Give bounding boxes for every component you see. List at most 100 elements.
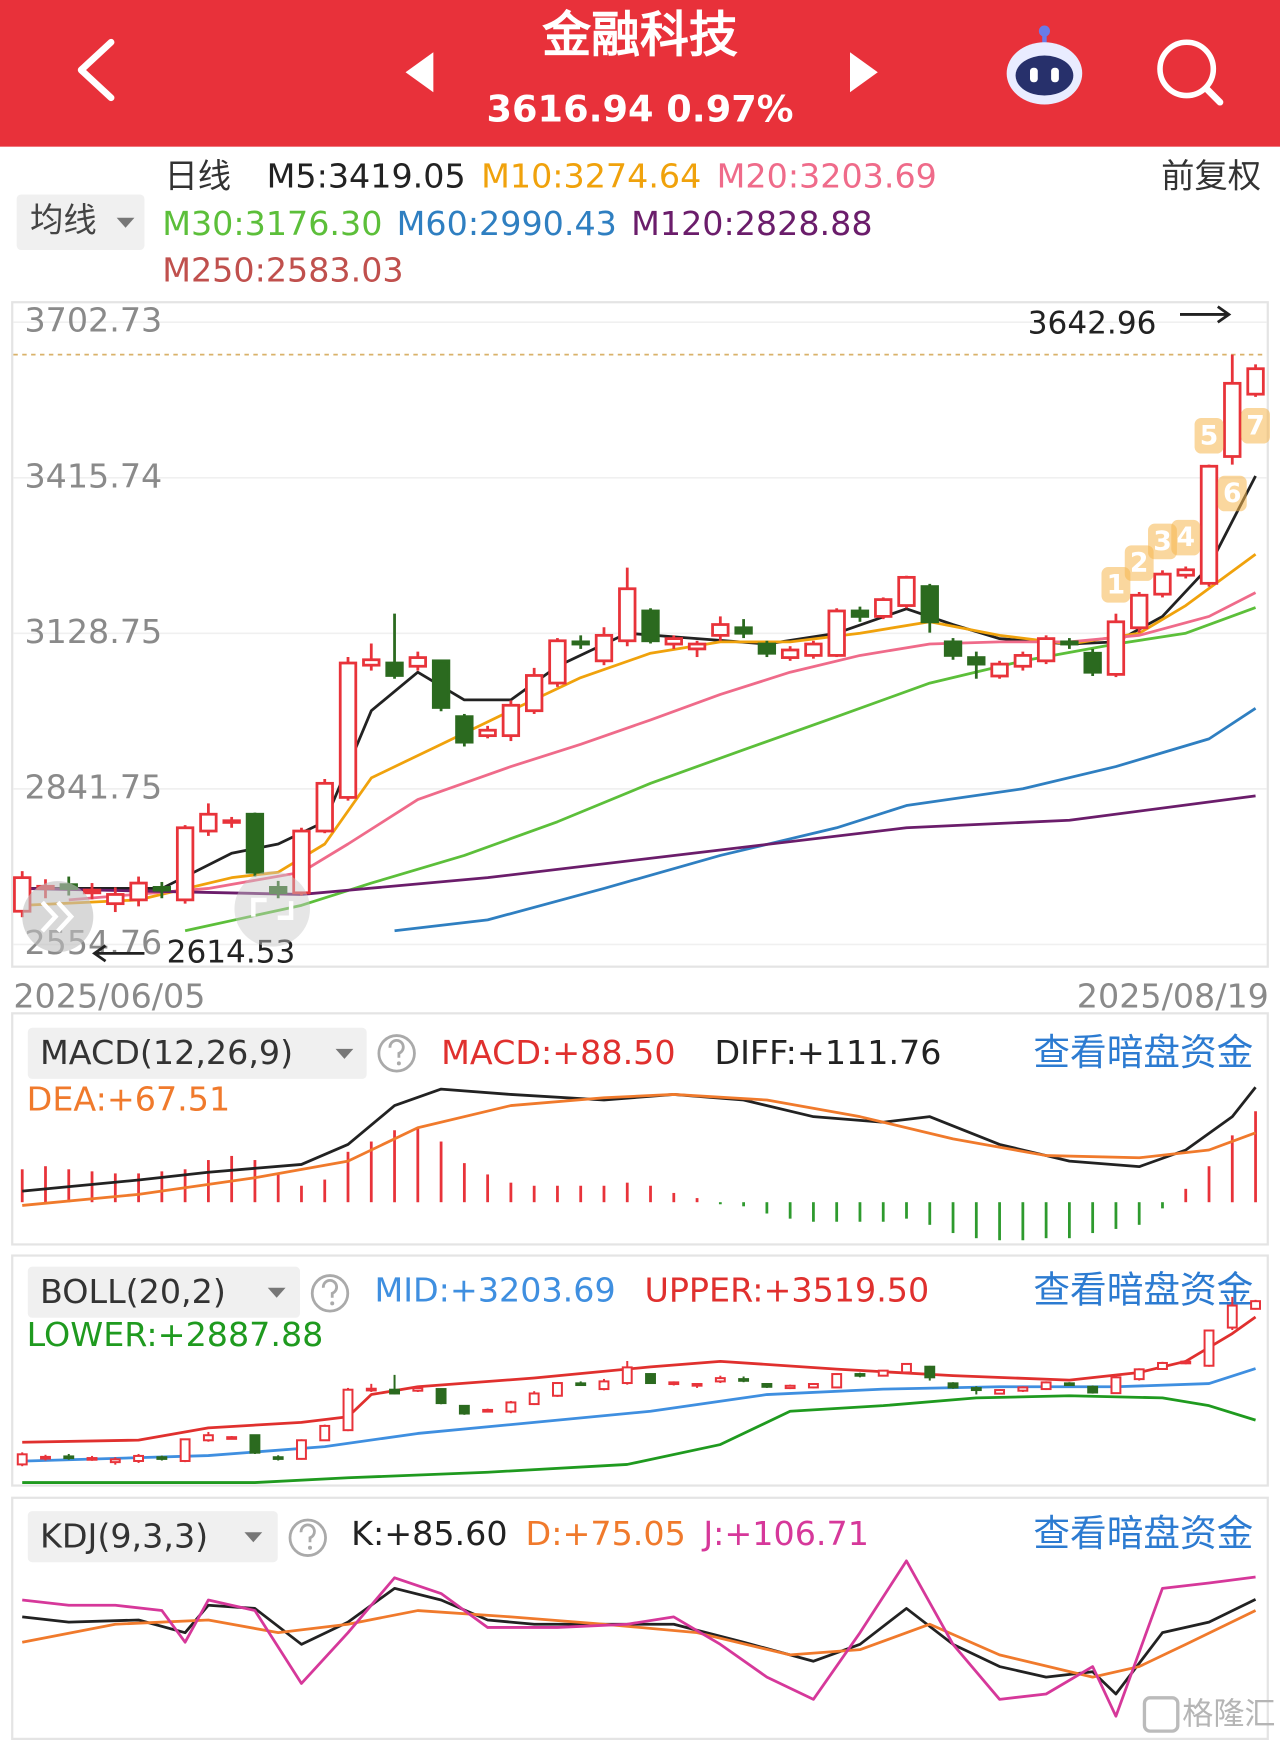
- period-label: 日线: [164, 156, 231, 195]
- search-handle: [1203, 85, 1224, 106]
- help-icon[interactable]: [310, 1274, 350, 1313]
- header-title: 金融科技: [541, 6, 738, 63]
- signal-label: 3: [1153, 526, 1172, 557]
- candle-body: [1133, 1368, 1145, 1381]
- boll-panel: [11, 1254, 1269, 1487]
- indicator-selector[interactable]: MACD(12,26,9): [40, 1033, 293, 1072]
- candle-body: [296, 1439, 307, 1460]
- candle-body: [970, 1387, 982, 1392]
- signal-label: 7: [1246, 410, 1265, 441]
- high-annotation: 3642.96: [1028, 305, 1157, 341]
- candle-body: [412, 1387, 424, 1392]
- candle-body: [40, 1455, 51, 1460]
- candle-body: [106, 893, 125, 906]
- candle-body: [525, 674, 544, 713]
- candle-body: [342, 1388, 354, 1432]
- candle-body: [362, 658, 381, 667]
- candle-body: [571, 640, 590, 646]
- candle-body: [598, 1380, 610, 1391]
- indicator-selector[interactable]: BOLL(20,2): [40, 1272, 226, 1311]
- search-button[interactable]: [1157, 39, 1224, 106]
- candle-body: [478, 728, 497, 738]
- legend-entry: J:+106.71: [701, 1514, 869, 1553]
- candle-body: [1176, 568, 1195, 577]
- kdj-panel: [11, 1496, 1269, 1741]
- fullscreen-button[interactable]: [234, 871, 310, 947]
- candle-body: [505, 1401, 517, 1413]
- candle-body: [854, 1373, 866, 1377]
- candle-body: [621, 1366, 633, 1385]
- indicator-selector[interactable]: KDJ(9,3,3): [40, 1516, 208, 1555]
- indicator-selector-box[interactable]: [27, 1266, 301, 1318]
- robot-button[interactable]: [1006, 25, 1083, 105]
- signal-marker: 4: [1171, 519, 1201, 556]
- candle-body: [551, 1382, 563, 1397]
- dark-pool-link[interactable]: 查看暗盘资金: [1033, 1512, 1253, 1555]
- candle-body: [199, 812, 218, 833]
- robot-antenna-tip: [1038, 25, 1050, 37]
- candle-body: [738, 1378, 750, 1382]
- signal-marker: 1: [1101, 567, 1131, 603]
- candle-body: [365, 1387, 377, 1392]
- header-quote: 3616.94 0.97%: [487, 88, 794, 131]
- ma-selector-box[interactable]: [16, 194, 145, 251]
- candle-body: [63, 1455, 75, 1460]
- candle-body: [315, 781, 334, 833]
- candle-body: [548, 639, 567, 685]
- candle-body: [901, 1362, 912, 1374]
- candle-body: [16, 1453, 28, 1466]
- dark-pool-link[interactable]: 查看暗盘资金: [1033, 1031, 1253, 1074]
- help-icon[interactable]: [288, 1518, 327, 1557]
- candle-body: [175, 826, 195, 902]
- dropdown-arrow: [116, 217, 135, 228]
- legend-entry: M60:2990.43: [397, 204, 617, 243]
- candle-body: [687, 642, 707, 651]
- signal-marker: 2: [1124, 545, 1154, 581]
- legend-entry: M10:3274.64: [481, 156, 701, 195]
- candle-body: [831, 1373, 843, 1389]
- signal-marker: 6: [1217, 475, 1247, 512]
- candle-body: [1157, 1361, 1168, 1371]
- signal-marker: 5: [1194, 417, 1224, 454]
- legend-entry: DEA:+67.51: [27, 1080, 231, 1119]
- indicator-line: [22, 1315, 1257, 1444]
- candle-body: [245, 812, 265, 874]
- robot-face: [1015, 55, 1074, 96]
- candle-body: [249, 1434, 261, 1454]
- signal-label: 1: [1107, 569, 1126, 600]
- legend-entry: UPPER:+3519.50: [644, 1271, 929, 1310]
- next-button[interactable]: [850, 52, 878, 93]
- candle-body: [807, 1383, 819, 1389]
- prev-button[interactable]: [405, 52, 434, 93]
- candle-body: [389, 1388, 400, 1395]
- candle-body: [1199, 464, 1219, 585]
- dark-pool-link[interactable]: 查看暗盘资金: [1033, 1269, 1253, 1312]
- x-start-label: 2025/06/05: [13, 976, 205, 1015]
- y-tick-label: 3415.74: [24, 456, 162, 495]
- legend-entry: M20:3203.69: [717, 156, 937, 195]
- main-panel: [11, 301, 1269, 968]
- ma-selector[interactable]: 均线: [30, 201, 97, 240]
- adjust-button[interactable]: 前复权: [1161, 156, 1261, 195]
- candle-body: [1017, 1386, 1029, 1392]
- dropdown-arrow: [335, 1048, 354, 1059]
- candle-body: [1203, 1329, 1215, 1367]
- candle-body: [319, 1424, 331, 1442]
- candle-body: [943, 640, 963, 657]
- indicator-selector-box[interactable]: [27, 1511, 278, 1563]
- back-button[interactable]: [77, 38, 115, 102]
- candle-body: [1013, 654, 1033, 668]
- candle-body: [458, 1404, 470, 1415]
- candle-body: [1226, 1304, 1238, 1329]
- indicator-selector-box[interactable]: [27, 1027, 367, 1079]
- candle-body: [222, 819, 241, 824]
- candle-body: [179, 1438, 191, 1462]
- help-icon[interactable]: [377, 1034, 416, 1073]
- candle-body: [1153, 572, 1172, 596]
- candle-body: [990, 662, 1009, 678]
- collapse-button[interactable]: [22, 881, 94, 953]
- candle-body: [734, 626, 753, 635]
- signal-label: 4: [1176, 522, 1195, 553]
- candle-body: [129, 881, 148, 902]
